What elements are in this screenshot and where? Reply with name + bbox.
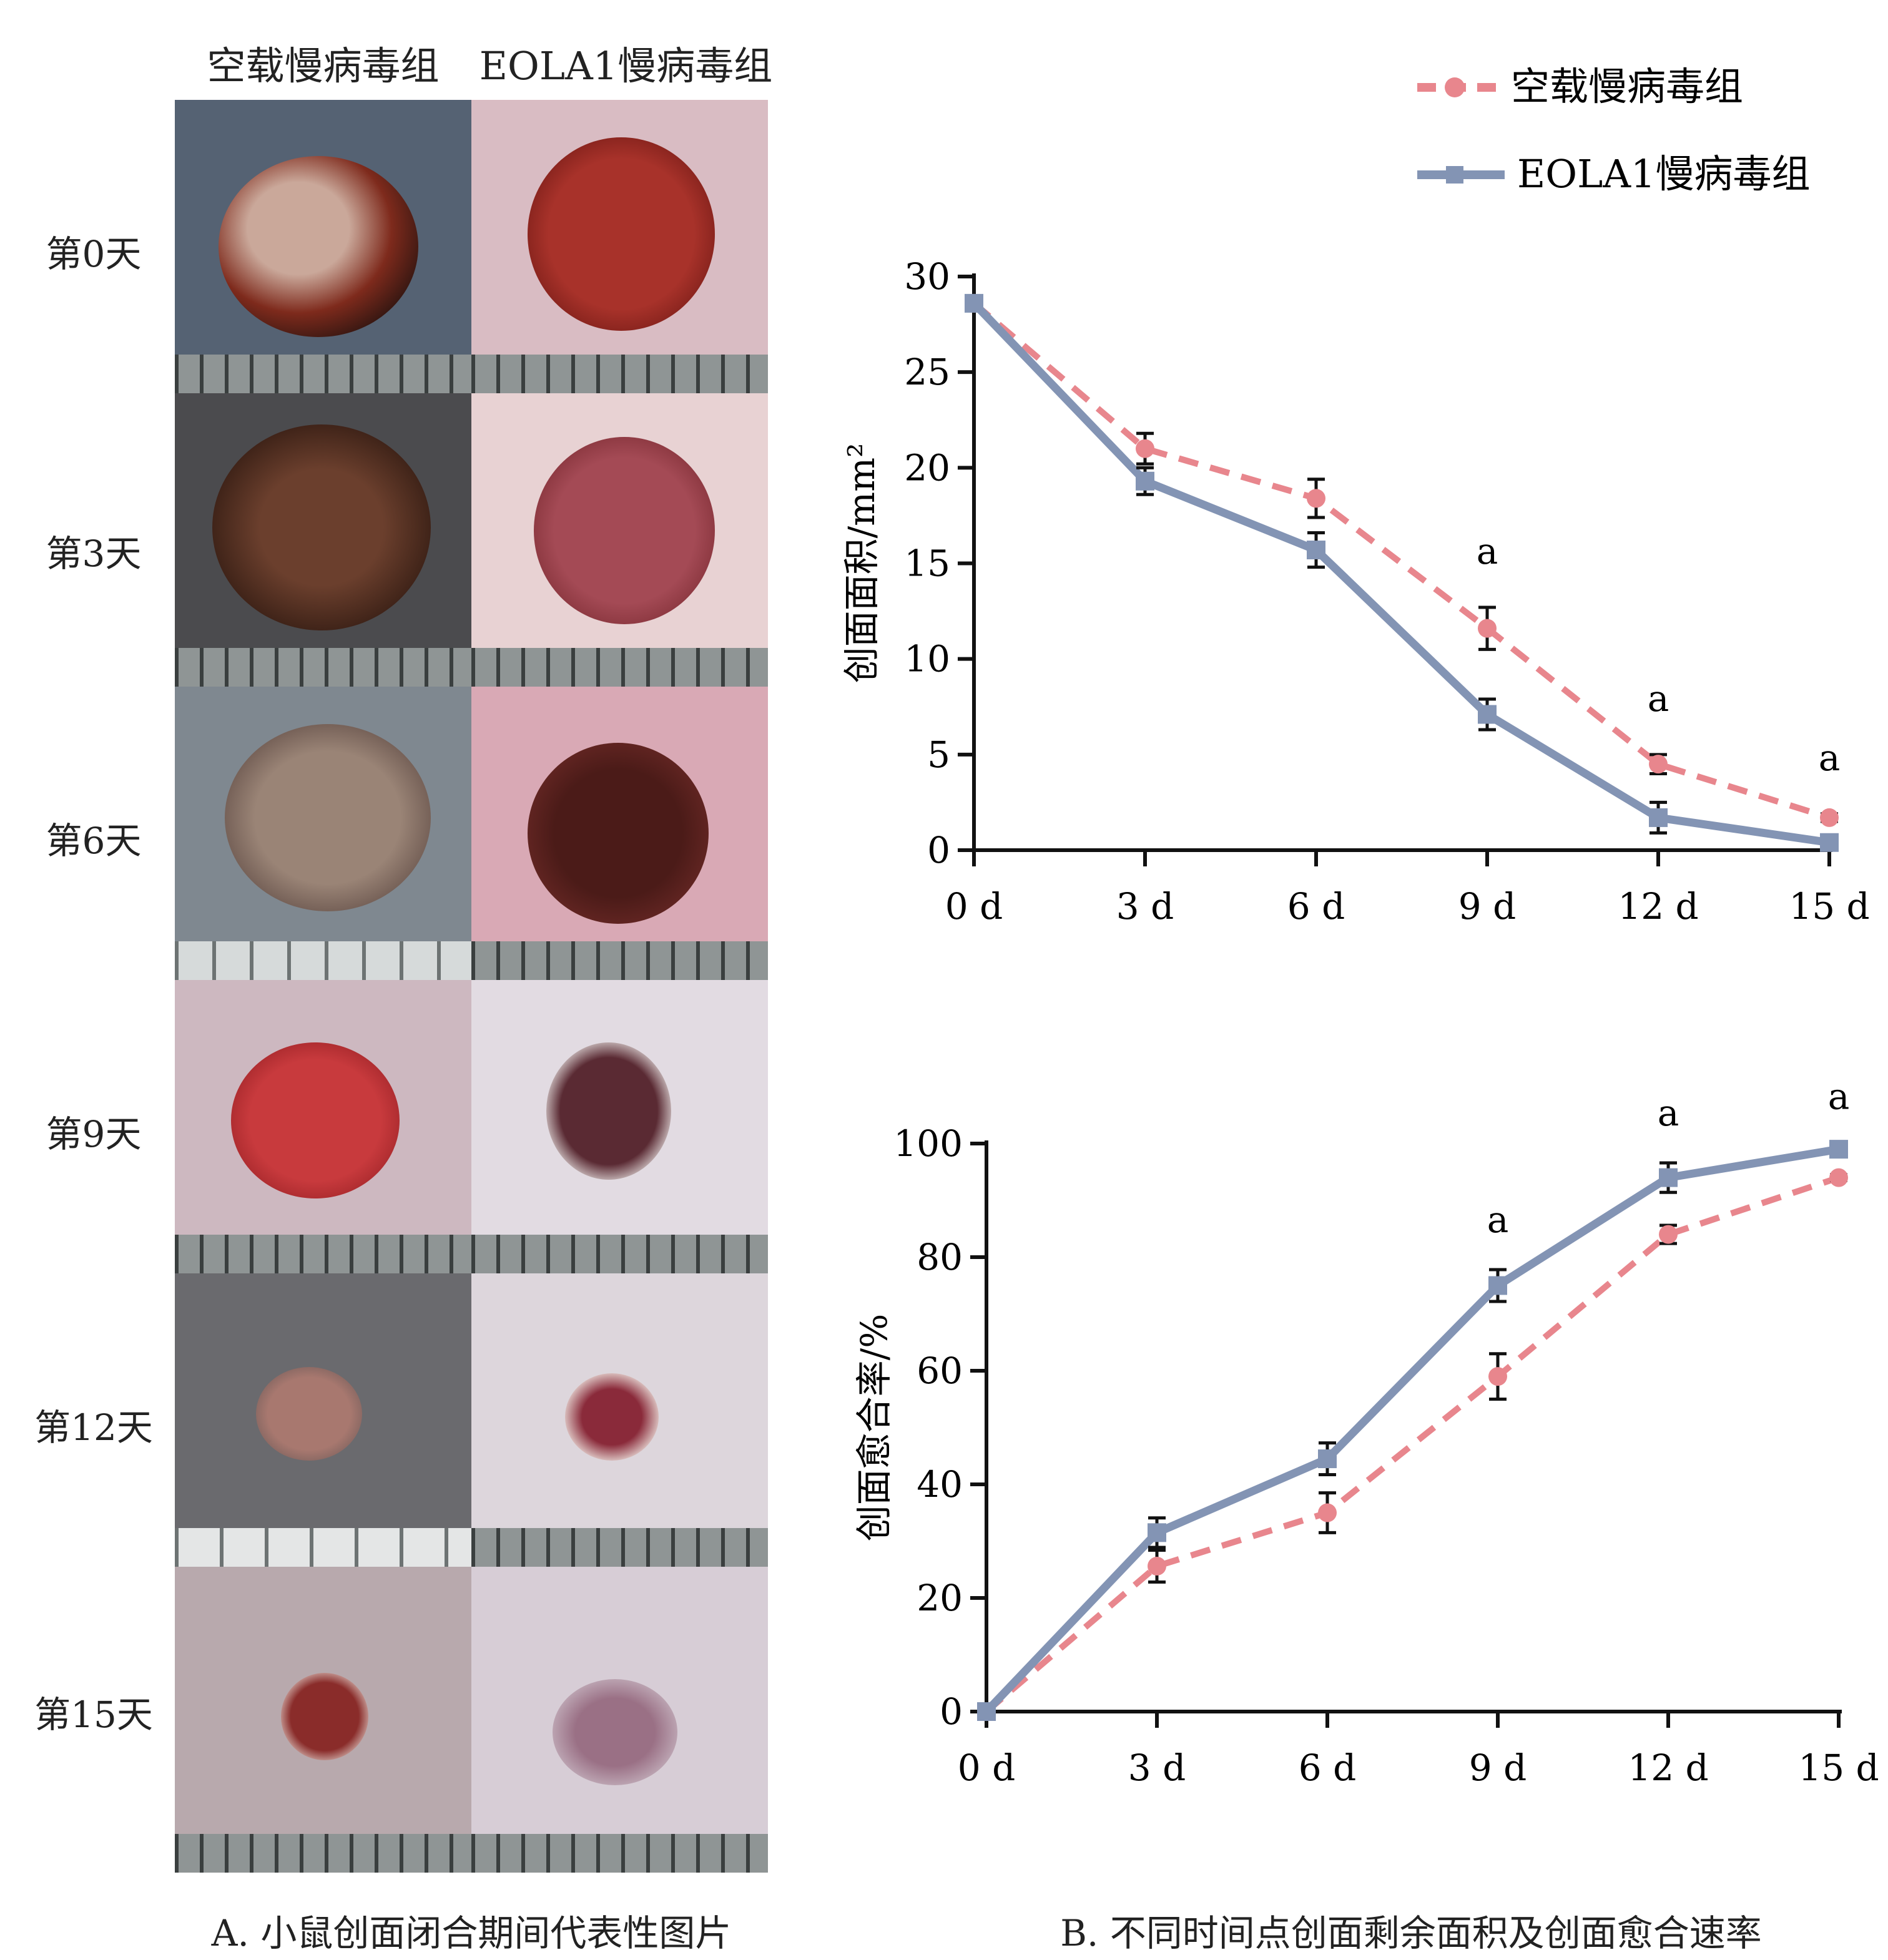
series-line-eola1 — [971, 300, 1830, 847]
wound-photo — [175, 393, 471, 687]
data-point-empty-vector — [1136, 439, 1154, 458]
data-point-empty-vector — [1148, 1557, 1166, 1576]
y-tick-label: 15 — [904, 542, 950, 585]
data-point-eola1 — [1820, 833, 1839, 852]
x-tick-label: 6 d — [1299, 1747, 1356, 1789]
significance-annotation: a — [1477, 530, 1498, 572]
x-tick-label: 0 d — [945, 885, 1003, 928]
y-tick-label: 25 — [904, 351, 950, 393]
wound-photo — [175, 687, 471, 980]
legend-marker-eola1 — [1446, 166, 1463, 184]
chart-wound-area: 0 5 10 15 20 25 30 0 d 3 d 6 d 9 d 12 d 15 d 创面面积/mm²… — [840, 255, 1870, 928]
series-line-eola1 — [983, 1145, 1840, 1715]
y-tick-label: 5 — [927, 733, 950, 776]
data-point-empty-vector — [1318, 1503, 1337, 1522]
legend-label-empty-vector: 空载慢病毒组 — [1511, 64, 1743, 109]
x-tick-label: 15 d — [1798, 1747, 1879, 1789]
wound-photo — [175, 100, 471, 393]
wound-photo — [471, 100, 768, 393]
significance-annotation: a — [1658, 1092, 1679, 1134]
x-tick-label: 9 d — [1469, 1747, 1527, 1789]
row-label-day0: 第0天 — [46, 233, 142, 275]
row-label-day3: 第3天 — [46, 532, 142, 575]
series-line-empty-vector — [971, 301, 1831, 821]
data-point-eola1 — [1659, 1168, 1678, 1187]
legend-label-eola1: EOLA1慢病毒组 — [1517, 151, 1810, 197]
significance-annotation: a — [1819, 737, 1841, 779]
y-axis-label: 创面面积/mm² — [840, 443, 883, 684]
x-tick-label: 12 d — [1618, 885, 1698, 928]
x-tick-label: 15 d — [1789, 885, 1869, 928]
x-tick-label: 9 d — [1458, 885, 1516, 928]
data-point-eola1 — [1148, 1523, 1166, 1542]
y-tick-label: 20 — [904, 446, 950, 489]
y-tick-label: 0 — [940, 1690, 963, 1733]
panel-b-caption: B. 不同时间点创面剩余面积及创面愈合速率 — [1060, 1912, 1762, 1954]
y-axis-label: 创面愈合率/% — [853, 1314, 895, 1542]
legend: 空载慢病毒组 EOLA1慢病毒组 — [1417, 64, 1810, 197]
y-tick-label: 20 — [917, 1577, 963, 1619]
y-tick-label: 10 — [904, 638, 950, 680]
wound-photo — [471, 980, 768, 1273]
wound-photo — [175, 1273, 471, 1567]
header-empty-vector: 空载慢病毒组 — [207, 43, 440, 89]
row-label-day6: 第6天 — [46, 820, 142, 862]
wound-photo-grid — [175, 100, 768, 1873]
data-point-eola1 — [965, 293, 983, 313]
row-label-day9: 第9天 — [46, 1113, 142, 1155]
panel-a-caption: A. 小鼠创面闭合期间代表性图片 — [211, 1912, 732, 1954]
data-point-eola1 — [1136, 471, 1154, 491]
row-label-day12: 第12天 — [34, 1406, 153, 1449]
y-tick-label: 80 — [917, 1236, 963, 1278]
significance-annotation: a — [1487, 1198, 1509, 1241]
legend-marker-empty-vector — [1445, 77, 1465, 97]
x-tick-label: 12 d — [1628, 1747, 1708, 1789]
row-label-day15: 第15天 — [34, 1693, 153, 1736]
data-point-eola1 — [1488, 1276, 1507, 1295]
x-tick-label: 3 d — [1128, 1747, 1186, 1789]
data-point-empty-vector — [1488, 1367, 1507, 1386]
significance-annotation: a — [1648, 677, 1669, 720]
wound-photo — [471, 1273, 768, 1567]
data-point-empty-vector — [1659, 1225, 1678, 1244]
data-point-eola1 — [1478, 705, 1497, 724]
series-line-empty-vector — [984, 1174, 1840, 1714]
y-tick-label: 100 — [893, 1122, 963, 1165]
chart-healing-rate: 0 20 40 60 80 100 0 d 3 d 6 d 9 d 12 d 15 d 创面愈合率/% a… — [853, 1076, 1879, 1789]
x-tick-label: 3 d — [1116, 885, 1174, 928]
data-point-empty-vector — [1478, 619, 1497, 638]
y-tick-label: 60 — [917, 1350, 963, 1392]
data-point-empty-vector — [1307, 489, 1325, 508]
wound-photo — [175, 1567, 471, 1873]
data-point-eola1 — [977, 1702, 996, 1721]
y-tick-label: 40 — [917, 1463, 963, 1506]
x-tick-label: 0 d — [958, 1747, 1015, 1789]
y-tick-label: 0 — [927, 829, 950, 871]
wound-photo — [471, 393, 768, 687]
data-point-eola1 — [1318, 1449, 1337, 1469]
data-point-eola1 — [1829, 1140, 1848, 1159]
data-point-eola1 — [1307, 541, 1325, 560]
data-point-eola1 — [1649, 808, 1668, 827]
wound-photo — [471, 1567, 768, 1873]
wound-photo — [175, 980, 471, 1273]
header-eola1: EOLA1慢病毒组 — [479, 43, 773, 89]
wound-photo — [471, 687, 768, 980]
data-point-empty-vector — [1820, 808, 1839, 827]
data-point-empty-vector — [1829, 1168, 1848, 1187]
significance-annotation: a — [1828, 1076, 1850, 1118]
y-tick-label: 30 — [904, 255, 950, 298]
x-tick-label: 6 d — [1287, 885, 1345, 928]
data-point-empty-vector — [1649, 755, 1668, 774]
